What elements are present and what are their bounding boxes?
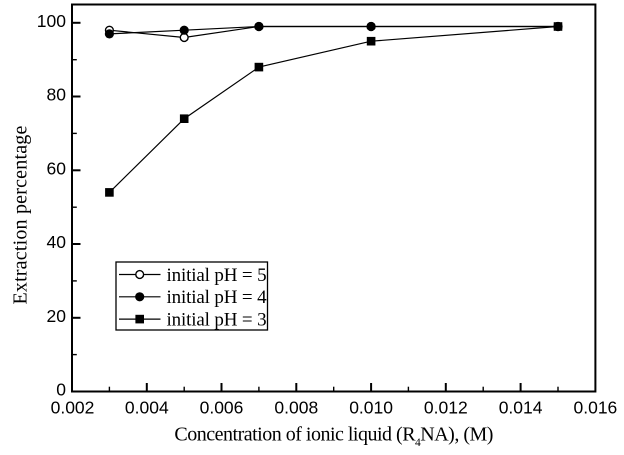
svg-text:initial pH = 4: initial pH = 4 xyxy=(167,287,268,308)
svg-text:Extraction percentage: Extraction percentage xyxy=(10,125,32,304)
svg-text:80: 80 xyxy=(47,85,67,105)
svg-text:0.014: 0.014 xyxy=(499,397,543,417)
svg-text:0.006: 0.006 xyxy=(200,397,244,417)
svg-text:100: 100 xyxy=(37,11,66,31)
svg-text:0.012: 0.012 xyxy=(424,397,468,417)
svg-text:initial pH = 3: initial pH = 3 xyxy=(167,309,267,330)
svg-text:Concentration of ionic liquid: Concentration of ionic liquid (R4NA), (M… xyxy=(174,424,493,450)
svg-text:20: 20 xyxy=(47,306,67,326)
svg-text:40: 40 xyxy=(47,232,67,252)
svg-text:60: 60 xyxy=(47,158,67,178)
svg-text:0.010: 0.010 xyxy=(349,397,393,417)
svg-text:initial pH = 5: initial pH = 5 xyxy=(167,265,267,286)
svg-text:0.016: 0.016 xyxy=(574,397,618,417)
svg-text:0.002: 0.002 xyxy=(51,397,95,417)
svg-text:0.004: 0.004 xyxy=(125,397,169,417)
svg-text:0.008: 0.008 xyxy=(274,397,318,417)
svg-text:0: 0 xyxy=(56,380,66,400)
